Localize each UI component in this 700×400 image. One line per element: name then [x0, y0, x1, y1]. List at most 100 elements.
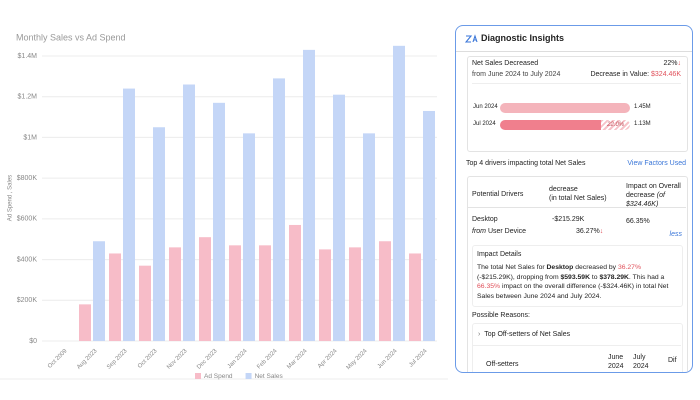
x-tick-label: Apr 2024: [317, 348, 339, 370]
impact-card: [472, 245, 683, 307]
comparison-bar: [500, 120, 602, 130]
drivers-title: Top 4 drivers impacting total Net Sales: [466, 160, 586, 167]
summary-card: [467, 56, 688, 152]
t: $593.59K: [560, 273, 590, 281]
bar: [393, 45, 405, 341]
t: impact on the overall difference (-$324.…: [477, 283, 669, 300]
divider: [456, 51, 692, 52]
offsetters-header: Off-setters: [486, 361, 519, 368]
offsetters-title: › Top Off-setters of Net Sales: [478, 331, 570, 338]
bar: [213, 102, 225, 341]
down-arrow: ↓: [677, 60, 682, 67]
t: to: [589, 273, 600, 281]
summary-period: from June 2024 to July 2024: [472, 71, 561, 78]
comparison-value: 1.45M: [634, 104, 651, 110]
divider: [472, 83, 681, 84]
bar: [409, 253, 421, 341]
offsetters-header: Dif: [668, 357, 677, 364]
t: $378.29K: [599, 273, 629, 281]
percent-value: 36.27%: [576, 228, 600, 235]
x-tick-label: Aug 2023: [76, 348, 99, 371]
chart-title: Monthly Sales vs Ad Spend: [16, 32, 126, 42]
x-tick-label: Dec 2023: [196, 348, 219, 371]
y-tick-label: $200K: [17, 297, 38, 304]
drivers-table: [467, 176, 688, 372]
bar: [153, 127, 165, 341]
less-toggle[interactable]: less: [669, 231, 682, 238]
bar: [199, 237, 211, 341]
view-factors-link[interactable]: View Factors Used: [627, 160, 686, 167]
source-prefix: from: [472, 228, 486, 235]
chevron[interactable]: ›: [478, 331, 481, 338]
divider: [472, 345, 681, 346]
down-arrow: ↓: [599, 228, 604, 235]
bar: [139, 265, 151, 341]
x-tick-label: Oct 2009: [47, 348, 69, 370]
value-caption: Decrease in Value:: [590, 71, 650, 78]
comparison-bar: [500, 103, 630, 113]
bar: [289, 224, 301, 341]
y-tick-label: $1M: [23, 134, 37, 141]
table-header: decrease: [549, 186, 578, 193]
value: $324.46K: [651, 71, 681, 78]
bar: [123, 88, 135, 341]
x-tick-label: Oct 2023: [137, 348, 159, 370]
summary-heading: Net Sales Decreased: [472, 60, 539, 67]
x-tick-label: Jan 2024: [227, 348, 249, 370]
offsetters-header: July 2024: [633, 354, 649, 370]
decrease-segment: 22.0%: [601, 120, 630, 130]
summary-change: 22%↓: [663, 60, 681, 67]
table-header: Potential Drivers: [472, 191, 524, 198]
offsetters-card: [472, 323, 683, 372]
offsetters-header: June 2024: [608, 354, 624, 370]
bar: [229, 245, 241, 341]
impact-text: The total Net Sales for Desktop decrease…: [477, 263, 677, 301]
x-tick-label: Sep 2023: [106, 348, 129, 371]
x-tick-label: Jun 2024: [377, 348, 399, 370]
y-tick-label: $800K: [17, 175, 38, 182]
bar: [183, 84, 195, 341]
bar: [363, 133, 375, 341]
t: (-$215.29K), dropping from: [477, 273, 561, 281]
bar: [333, 94, 345, 341]
bar: [79, 304, 91, 341]
comparison-label: Jul 2024: [473, 121, 496, 127]
x-tick-label: Mar 2024: [286, 348, 309, 371]
bar: [93, 241, 105, 341]
comparison-label: Jun 2024: [473, 104, 498, 110]
bar: [319, 249, 331, 341]
y-tick-label: $0: [29, 338, 37, 345]
table-header: (in total Net Sales): [549, 195, 607, 202]
driver-source: from User Device: [472, 228, 526, 235]
change-value: 22%: [663, 60, 678, 67]
driver-decrease: -$215.29K: [552, 216, 585, 223]
t: 36.27%: [617, 264, 641, 271]
t: 66.35%: [477, 283, 501, 290]
divider: [467, 207, 686, 208]
t: Desktop: [546, 264, 574, 271]
header-text: Impact on Overall decrease: [626, 183, 681, 199]
t: decreased by: [573, 264, 618, 271]
y-tick-label: $600K: [17, 216, 38, 223]
header-text: (of $324.46K): [626, 192, 665, 208]
x-tick-label: Feb 2024: [256, 348, 279, 371]
source-name: User Device: [487, 228, 527, 235]
bar: [349, 247, 361, 341]
offsetters-name: Top Off-setters of Net Sales: [484, 331, 571, 338]
y-tick-label: $400K: [17, 256, 38, 263]
bar: [379, 241, 391, 341]
summary-value: Decrease in Value: $324.46K: [590, 71, 681, 78]
legend-label: Net Sales: [255, 373, 284, 380]
legend-label: Ad Spend: [204, 373, 233, 380]
bar: [303, 49, 315, 342]
chart: Monthly Sales vs Ad Spend Ad Spend , Sal…: [0, 32, 448, 380]
x-tick-label: Jul 2024: [408, 348, 429, 369]
x-tick-label: Nov 2023: [166, 348, 189, 371]
bar: [243, 133, 255, 341]
impact-title: Impact Details: [477, 251, 522, 258]
legend-swatch: [195, 373, 201, 379]
driver-percent: 36.27%↓: [576, 228, 603, 235]
y-tick-label: $1.2M: [18, 94, 38, 101]
t: . This had a: [628, 273, 665, 281]
bar: [169, 247, 181, 341]
